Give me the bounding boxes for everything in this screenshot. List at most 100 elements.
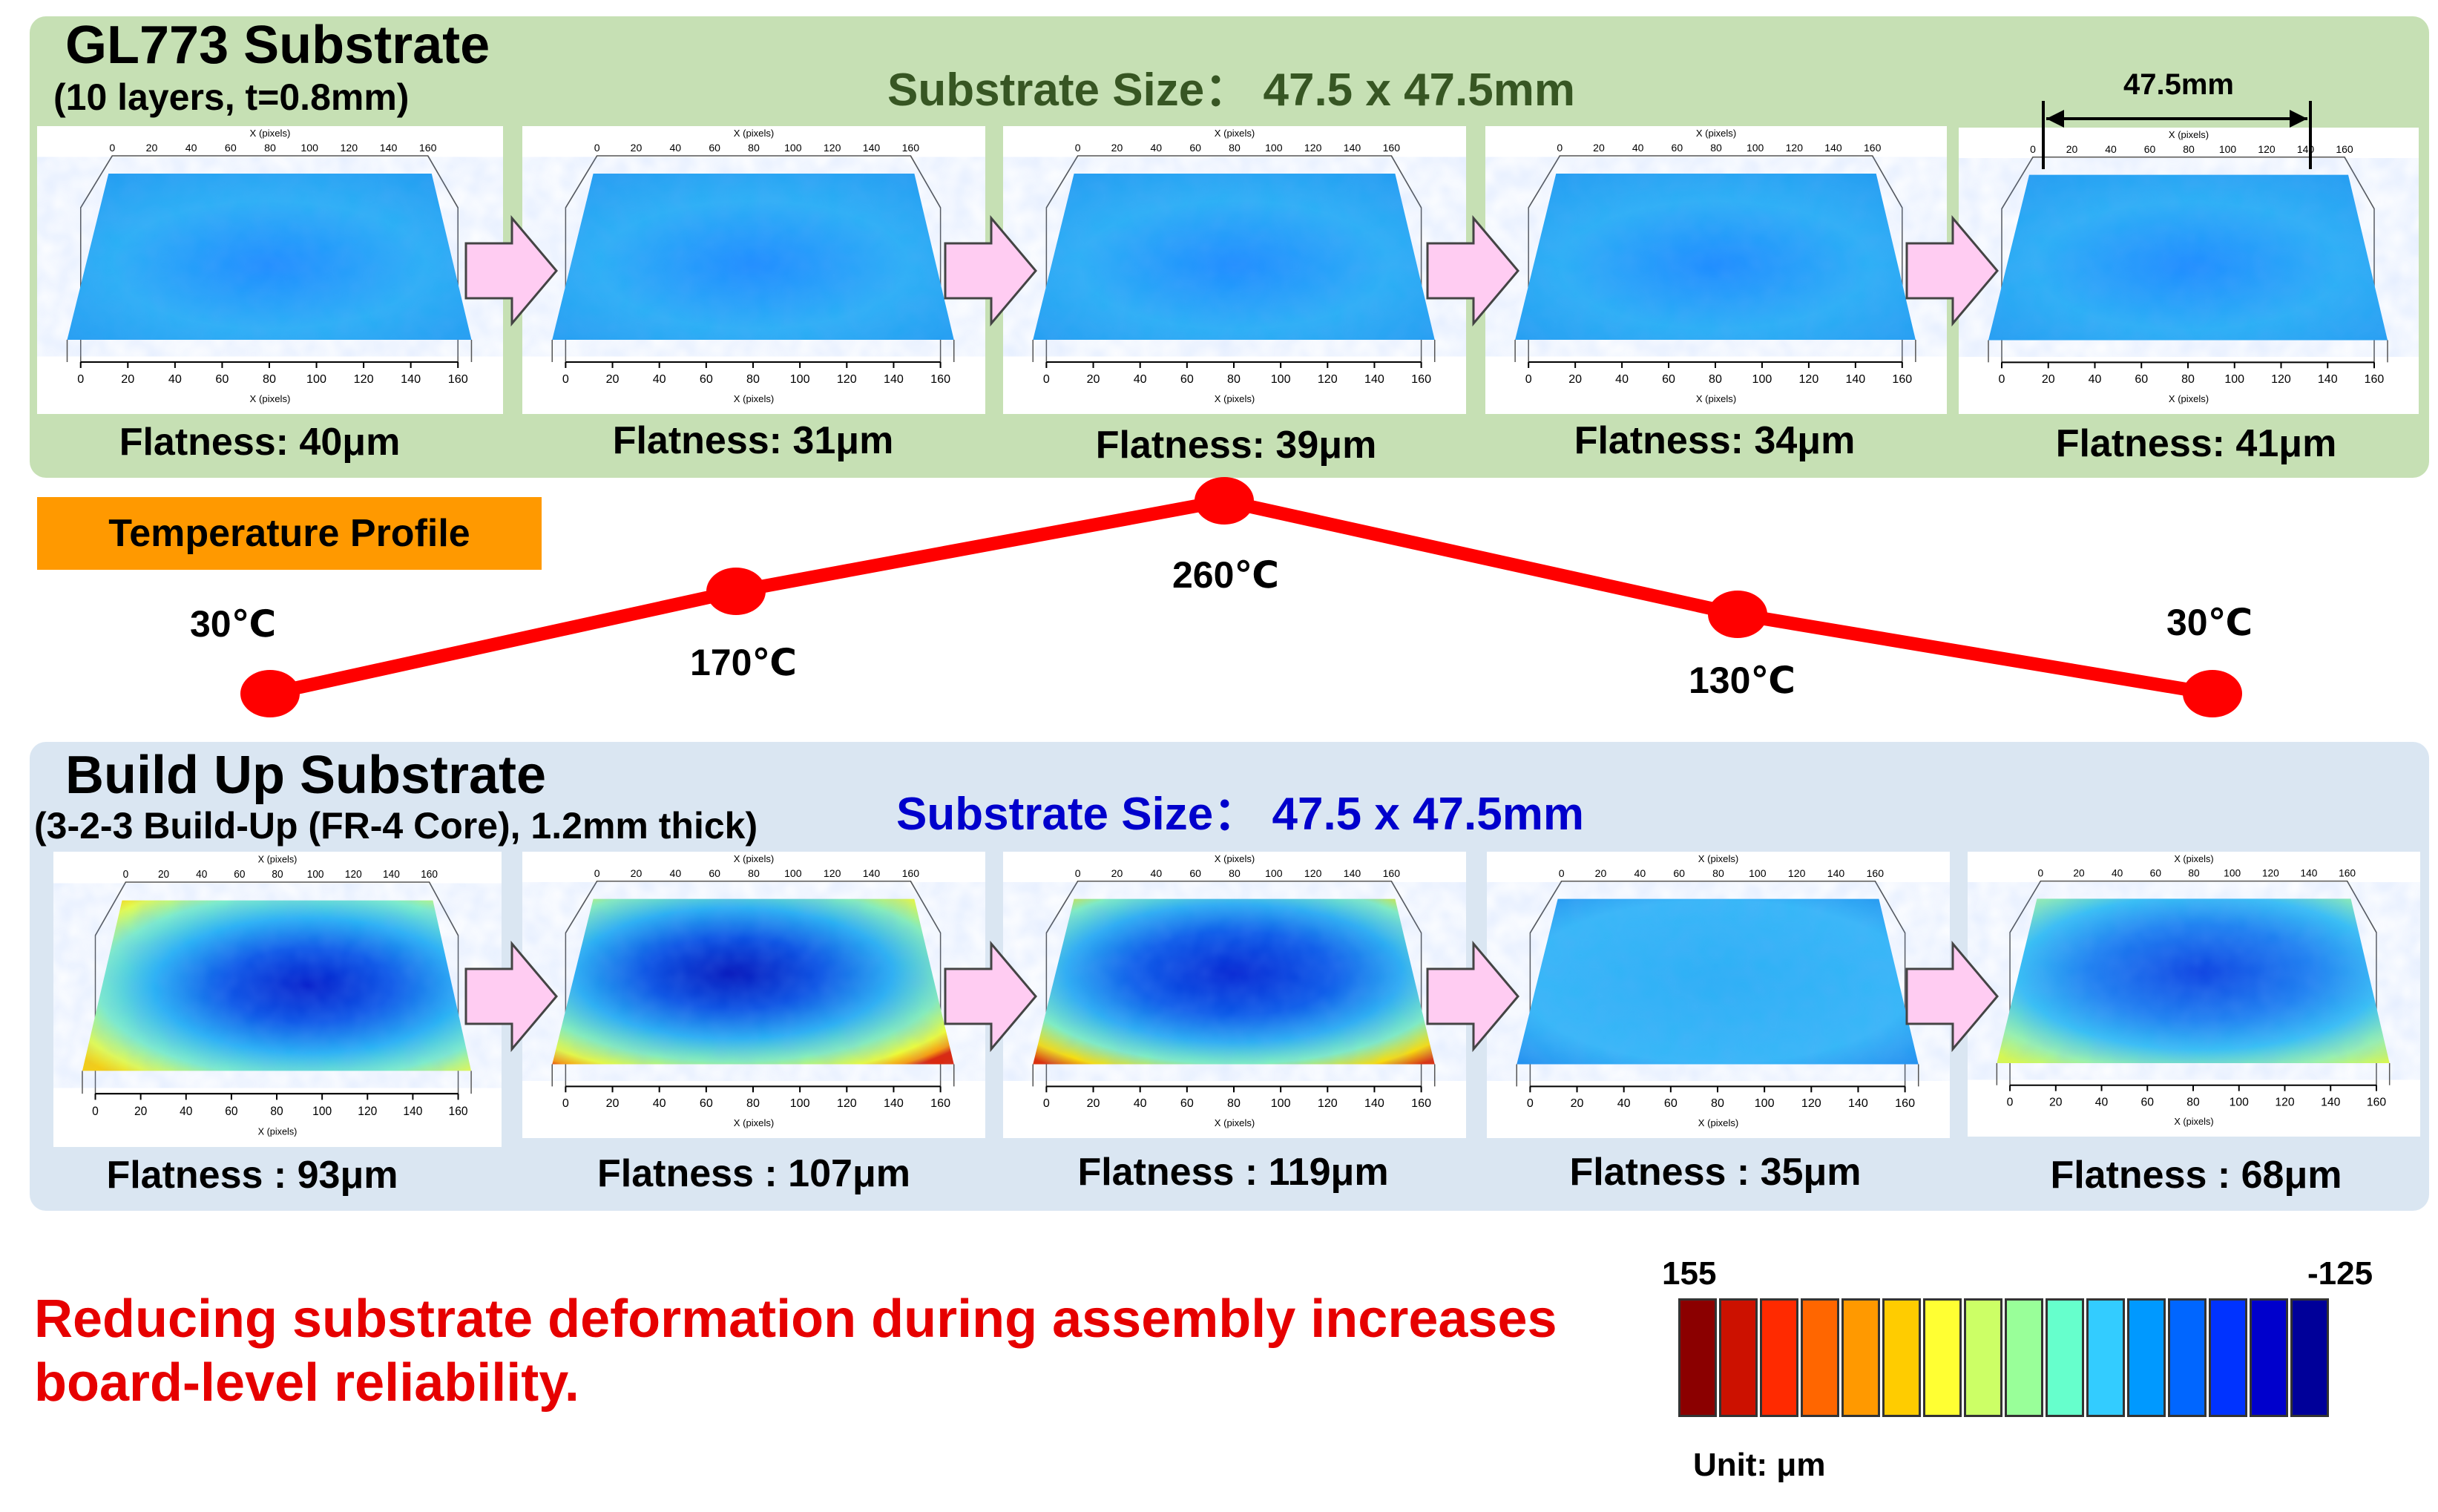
svg-text:140: 140 xyxy=(884,1097,904,1110)
svg-text:140: 140 xyxy=(1827,867,1845,879)
svg-text:160: 160 xyxy=(902,867,920,879)
svg-text:120: 120 xyxy=(1799,372,1819,386)
svg-text:40: 40 xyxy=(653,1097,666,1110)
svg-text:40: 40 xyxy=(196,868,207,880)
svg-text:160: 160 xyxy=(930,372,950,386)
svg-text:X (pixels): X (pixels) xyxy=(250,128,291,139)
svg-text:X (pixels): X (pixels) xyxy=(1698,853,1739,864)
svg-text:60: 60 xyxy=(1672,142,1683,154)
svg-text:120: 120 xyxy=(341,142,358,154)
colorscale-swatch xyxy=(1923,1298,1962,1417)
svg-text:120: 120 xyxy=(824,142,841,154)
svg-text:60: 60 xyxy=(2135,373,2148,386)
gl773-surface-plot-2: X (pixels) 0 20 40 60 80 100 120 140 160 0 20 40 60… xyxy=(522,126,985,414)
svg-text:20: 20 xyxy=(1087,1097,1100,1110)
svg-text:160: 160 xyxy=(1895,1097,1915,1110)
svg-text:80: 80 xyxy=(1227,372,1241,386)
svg-text:60: 60 xyxy=(215,372,229,386)
buildup-surface-plot-4: X (pixels) 0 20 40 60 80 100 120 140 160 0 20 40 60… xyxy=(1487,852,1950,1138)
svg-text:20: 20 xyxy=(606,1097,620,1110)
temp-label-3: 260℃ xyxy=(1172,554,1279,596)
svg-text:20: 20 xyxy=(1111,867,1123,879)
svg-text:0: 0 xyxy=(1525,372,1532,386)
buildup-surface-plot-1: X (pixels) 0 20 40 60 80 100 120 140 160 0 20 40 60… xyxy=(53,852,502,1147)
svg-text:40: 40 xyxy=(168,372,182,386)
svg-text:X (pixels): X (pixels) xyxy=(2174,1116,2213,1127)
colorscale-swatch xyxy=(2290,1298,2329,1417)
svg-text:40: 40 xyxy=(669,867,681,879)
svg-text:20: 20 xyxy=(1593,142,1605,154)
buildup-step-arrow-4 xyxy=(1904,940,2000,1053)
temp-label-5: 30℃ xyxy=(2166,602,2253,643)
svg-text:20: 20 xyxy=(606,372,620,386)
svg-text:120: 120 xyxy=(837,1097,857,1110)
colorscale-swatch xyxy=(2168,1298,2207,1417)
svg-text:0: 0 xyxy=(1043,372,1050,386)
svg-text:40: 40 xyxy=(180,1105,192,1118)
colorscale-swatch xyxy=(1841,1298,1880,1417)
colorscale-swatch xyxy=(2046,1298,2084,1417)
svg-text:60: 60 xyxy=(1189,867,1201,879)
svg-text:100: 100 xyxy=(2230,1096,2249,1108)
svg-text:80: 80 xyxy=(1229,867,1241,879)
svg-text:120: 120 xyxy=(2258,143,2276,155)
svg-text:20: 20 xyxy=(121,372,134,386)
svg-text:X (pixels): X (pixels) xyxy=(1215,853,1255,864)
buildup-subtitle: (3-2-3 Build-Up (FR-4 Core), 1.2mm thick… xyxy=(34,805,758,847)
svg-text:60: 60 xyxy=(709,142,720,154)
temp-point-5 xyxy=(2183,670,2242,717)
svg-text:160: 160 xyxy=(902,142,920,154)
svg-text:X (pixels): X (pixels) xyxy=(734,128,774,139)
svg-text:20: 20 xyxy=(146,142,158,154)
buildup-flatness-2: Flatness : 107μm xyxy=(597,1152,910,1195)
svg-text:0: 0 xyxy=(123,868,129,880)
svg-text:120: 120 xyxy=(1801,1097,1821,1110)
svg-text:X (pixels): X (pixels) xyxy=(734,853,775,864)
svg-text:0: 0 xyxy=(1527,1097,1534,1110)
svg-text:120: 120 xyxy=(2271,373,2291,386)
svg-text:20: 20 xyxy=(2073,867,2085,879)
svg-text:100: 100 xyxy=(1752,372,1772,386)
colorscale-swatch xyxy=(2250,1298,2288,1417)
svg-text:120: 120 xyxy=(1304,142,1322,154)
svg-text:0: 0 xyxy=(1043,1097,1050,1110)
svg-text:120: 120 xyxy=(1318,1097,1338,1110)
svg-text:140: 140 xyxy=(403,1105,422,1118)
svg-text:120: 120 xyxy=(1304,867,1322,879)
colorscale-swatch xyxy=(2086,1298,2125,1417)
svg-text:140: 140 xyxy=(2300,867,2317,879)
svg-text:100: 100 xyxy=(306,372,326,386)
colorscale-swatch xyxy=(2127,1298,2166,1417)
svg-text:140: 140 xyxy=(1364,372,1384,386)
svg-text:60: 60 xyxy=(2141,1096,2155,1108)
gl773-size-label: Substrate Size： 47.5 x 47.5mm xyxy=(887,65,1576,116)
svg-text:20: 20 xyxy=(631,867,643,879)
svg-text:X (pixels): X (pixels) xyxy=(2174,853,2213,864)
svg-text:X (pixels): X (pixels) xyxy=(734,393,774,404)
gl773-surface-plot-3: X (pixels) 0 20 40 60 80 100 120 140 160 0 20 40 60… xyxy=(1003,126,1466,414)
svg-text:0: 0 xyxy=(109,142,115,154)
svg-text:60: 60 xyxy=(225,142,237,154)
svg-text:60: 60 xyxy=(1662,372,1675,386)
svg-text:0: 0 xyxy=(2030,143,2036,155)
buildup-step-arrow-1 xyxy=(463,940,559,1053)
colorscale-swatch xyxy=(1882,1298,1921,1417)
svg-text:0: 0 xyxy=(1559,867,1565,879)
svg-text:0: 0 xyxy=(2038,867,2044,879)
svg-text:80: 80 xyxy=(2188,867,2200,879)
svg-text:100: 100 xyxy=(1749,867,1767,879)
colorscale-max-label: 155 xyxy=(1662,1255,1717,1292)
svg-text:20: 20 xyxy=(2049,1096,2063,1108)
svg-text:40: 40 xyxy=(2089,373,2102,386)
svg-text:160: 160 xyxy=(1411,1097,1431,1110)
svg-text:60: 60 xyxy=(700,1097,713,1110)
svg-text:80: 80 xyxy=(263,372,276,386)
svg-text:0: 0 xyxy=(1999,373,2005,386)
svg-text:0: 0 xyxy=(1557,142,1563,154)
svg-text:0: 0 xyxy=(92,1105,99,1118)
svg-text:40: 40 xyxy=(653,372,666,386)
svg-text:100: 100 xyxy=(300,142,318,154)
buildup-surface-plot-3: X (pixels) 0 20 40 60 80 100 120 140 160 0 20 40 60… xyxy=(1003,852,1466,1138)
svg-text:20: 20 xyxy=(134,1105,147,1118)
buildup-surface-plot-5: X (pixels) 0 20 40 60 80 100 120 140 160 0 20 40 60… xyxy=(1968,852,2420,1137)
